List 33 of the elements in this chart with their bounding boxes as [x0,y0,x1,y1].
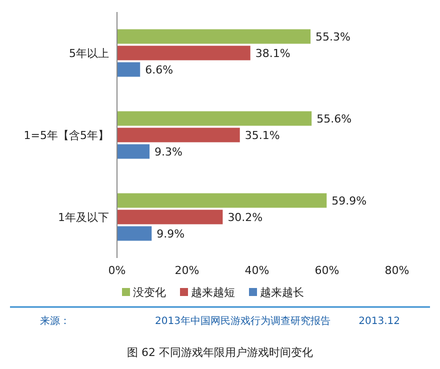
legend-label: 越来越长 [260,286,304,299]
data-label: 6.6% [145,64,174,76]
bar [117,46,250,60]
y-tick-label: 1=5年【含5年】 [24,129,109,142]
legend-label: 越来越短 [191,286,235,299]
x-tick-label: 20% [174,264,200,277]
bar [117,144,150,159]
x-tick-label: 0% [108,264,126,277]
bar [117,29,311,44]
data-label: 35.1% [244,129,280,142]
x-tick-label: 40% [244,264,270,277]
text: 2013年中国网民游戏行为调查研究报告 [155,315,330,327]
source-note: 来源： [40,315,70,327]
data-label: 55.6% [316,112,352,126]
data-label: 38.1% [255,47,290,60]
bar [117,62,140,77]
bar [117,111,312,126]
data-label: 9.9% [156,228,185,240]
bar [117,210,223,224]
data-label: 55.3% [316,30,351,44]
data-label: 30.2% [228,211,263,224]
bar [117,128,240,142]
text: 2013.12 [358,316,400,327]
caption: 图 62 不同游戏年限用户游戏时间变化 [127,346,313,359]
y-tick-label: 5年以上 [69,47,109,60]
legend-label: 没变化 [133,286,166,299]
x-tick-label: 60% [314,264,340,277]
data-label: 9.3% [154,146,183,158]
data-label: 59.9% [332,194,367,208]
x-tick-label: 80% [384,264,410,277]
bar [117,226,152,241]
bar [117,193,327,208]
y-tick-label: 1年及以下 [58,211,109,224]
